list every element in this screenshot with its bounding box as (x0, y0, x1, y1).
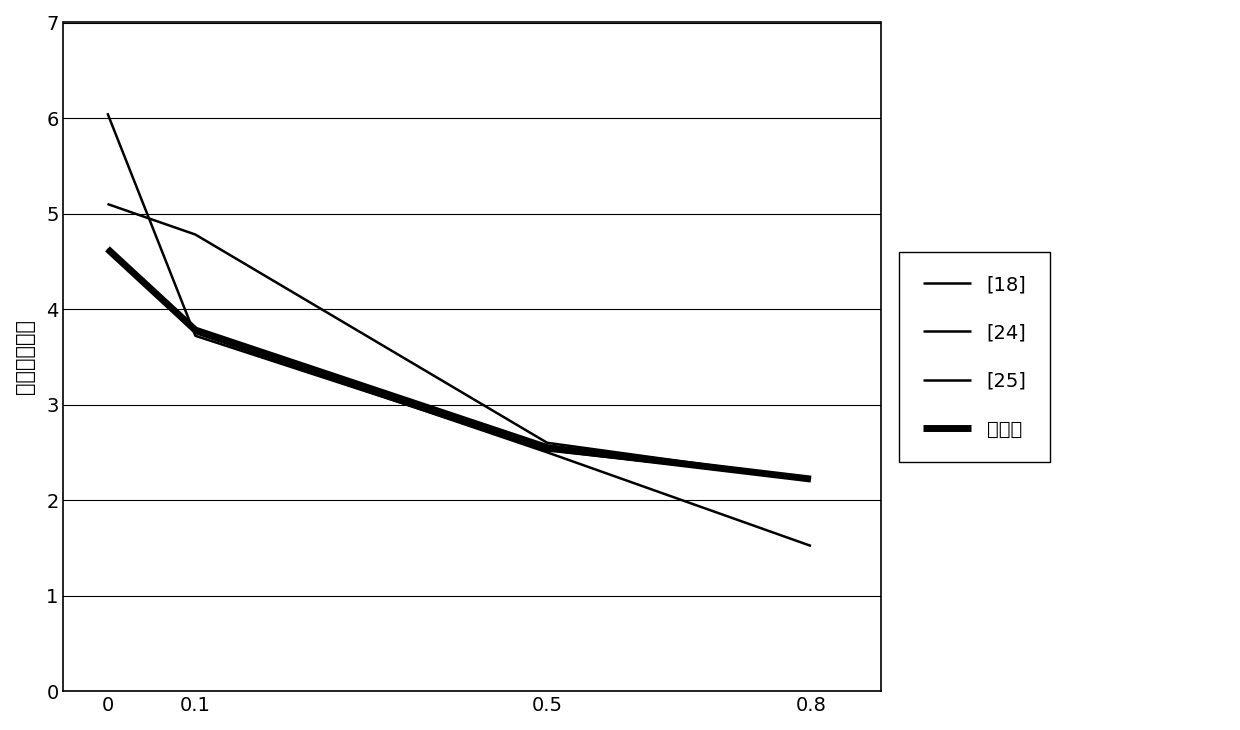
本发明 (804, 474, 818, 483)
本发明 (100, 245, 115, 253)
[25] (100, 245, 115, 253)
Y-axis label: 时滞稳定裕度: 时滞稳定裕度 (15, 319, 35, 394)
Line: 本发明: 本发明 (108, 249, 811, 479)
[25] (188, 328, 203, 337)
本发明 (188, 326, 203, 334)
本发明 (539, 443, 554, 452)
[18] (100, 109, 115, 118)
[25] (539, 448, 554, 457)
[24] (539, 439, 554, 447)
[18] (188, 331, 203, 340)
[25] (804, 542, 818, 550)
[24] (188, 230, 203, 239)
[18] (804, 474, 818, 483)
[24] (100, 199, 115, 208)
[18] (539, 446, 554, 455)
Line: [18]: [18] (108, 113, 811, 479)
Line: [24]: [24] (108, 204, 811, 479)
[24] (804, 474, 818, 483)
Line: [25]: [25] (108, 249, 811, 546)
Legend: [18], [24], [25], 本发明: [18], [24], [25], 本发明 (899, 252, 1050, 462)
